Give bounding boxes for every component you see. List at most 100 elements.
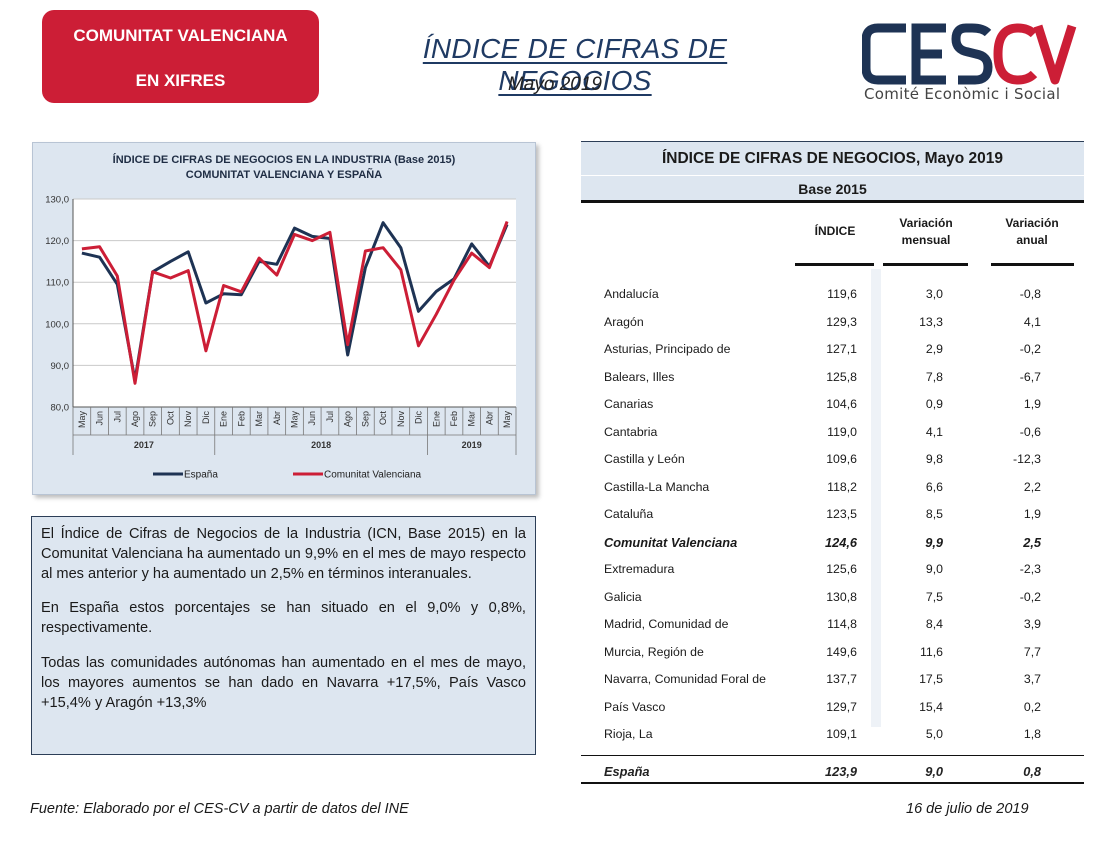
table-row: Asturias, Principado de 127,1 2,9 -0,2: [581, 335, 1084, 363]
table-row: Rioja, La 109,1 5,0 1,8: [581, 720, 1084, 748]
cell-mensual: 9,0: [881, 562, 943, 576]
summary-paragraph-1: El Índice de Cifras de Negocios de la In…: [41, 525, 526, 584]
cell-mensual: 5,0: [881, 727, 943, 741]
column-rule-indice: [795, 263, 874, 266]
table-row: Cataluña 123,5 8,5 1,9: [581, 500, 1084, 528]
cell-anual: -6,7: [981, 370, 1041, 384]
cell-indice: 109,6: [795, 452, 857, 466]
x-tick-label: Sep: [360, 411, 370, 427]
cell-mensual: 3,0: [881, 287, 943, 301]
cell-anual: -2,3: [981, 562, 1041, 576]
x-tick-label: Jul: [325, 411, 335, 423]
cell-indice: 119,6: [795, 287, 857, 301]
x-tick-label: Jun: [95, 411, 105, 426]
x-tick-label: May: [290, 411, 300, 429]
table-row: Navarra, Comunidad Foral de 137,7 17,5 3,7: [581, 665, 1084, 693]
cell-anual: -12,3: [981, 452, 1041, 466]
column-header-mensual: Variación mensual: [884, 215, 968, 249]
cell-indice: 104,6: [795, 397, 857, 411]
column-header-anual-line-2: anual: [991, 232, 1073, 249]
data-table: ÍNDICE DE CIFRAS DE NEGOCIOS, Mayo 2019 …: [581, 141, 1084, 784]
total-indice: 123,9: [795, 764, 857, 779]
column-header-indice: ÍNDICE: [795, 223, 875, 240]
x-tick-label: Oct: [165, 411, 175, 426]
cell-mensual: 9,8: [881, 452, 943, 466]
cell-anual: 3,7: [981, 672, 1041, 686]
cell-indice: 118,2: [795, 480, 857, 494]
region-name: Balears, Illes: [604, 370, 674, 384]
region-name: Extremadura: [604, 562, 674, 576]
region-name: Asturias, Principado de: [604, 342, 730, 356]
y-tick-label: 100,0: [45, 319, 69, 330]
cell-anual: 1,9: [981, 507, 1041, 521]
cell-anual: 7,7: [981, 645, 1041, 659]
cell-anual: 1,9: [981, 397, 1041, 411]
x-tick-label: Jul: [112, 411, 122, 423]
cell-indice: 149,6: [795, 645, 857, 659]
x-tick-label: Ene: [431, 411, 441, 427]
region-name: Navarra, Comunidad Foral de: [604, 672, 766, 686]
cell-indice: 124,6: [795, 535, 857, 550]
x-tick-label: Abr: [484, 411, 494, 425]
legend-label: Comunitat Valenciana: [324, 470, 422, 481]
summary-paragraph-2: En España estos porcentajes se han situa…: [41, 599, 526, 639]
region-name: Castilla y León: [604, 452, 685, 466]
cell-anual: 2,2: [981, 480, 1041, 494]
cell-mensual: 7,8: [881, 370, 943, 384]
cell-mensual: 9,9: [881, 535, 943, 550]
cell-anual: -0,2: [981, 590, 1041, 604]
x-tick-label: Feb: [236, 411, 246, 427]
table-row: Cantabria 119,0 4,1 -0,6: [581, 418, 1084, 446]
cell-anual: -0,6: [981, 425, 1041, 439]
y-tick-label: 80,0: [51, 403, 70, 414]
region-name: Andalucía: [604, 287, 659, 301]
x-tick-label: Nov: [396, 411, 406, 428]
total-anual: 0,8: [981, 764, 1041, 779]
table-body: Andalucía 119,6 3,0 -0,8 Aragón 129,3 13,3 4,1 A…: [581, 269, 1084, 748]
table-row: Canarias 104,6 0,9 1,9: [581, 390, 1084, 418]
year-label: 2019: [462, 440, 482, 450]
table-row: Galicia 130,8 7,5 -0,2: [581, 583, 1084, 611]
x-tick-label: May: [77, 411, 87, 429]
table-row: Aragón 129,3 13,3 4,1: [581, 308, 1084, 336]
cell-indice: 129,3: [795, 315, 857, 329]
cell-indice: 125,8: [795, 370, 857, 384]
table-column-headers: ÍNDICE Variación mensual Variación anual: [581, 203, 1084, 269]
region-name: Rioja, La: [604, 727, 653, 741]
region-name: Madrid, Comunidad de: [604, 617, 728, 631]
cell-indice: 127,1: [795, 342, 857, 356]
column-rule-mensual: [883, 263, 968, 266]
x-tick-label: Oct: [378, 411, 388, 426]
table-row: País Vasco 129,7 15,4 0,2: [581, 693, 1084, 721]
cell-anual: 0,2: [981, 700, 1041, 714]
x-tick-label: Sep: [148, 411, 158, 427]
table-row: Castilla-La Mancha 118,2 6,6 2,2: [581, 473, 1084, 501]
table-row: Castilla y León 109,6 9,8 -12,3: [581, 445, 1084, 473]
badge-line-1: COMUNITAT VALENCIANA: [42, 26, 319, 46]
x-tick-label: Abr: [272, 411, 282, 425]
region-name: Murcia, Región de: [604, 645, 704, 659]
page-subtitle: Mayo 2019: [455, 74, 655, 96]
cell-mensual: 8,4: [881, 617, 943, 631]
y-tick-label: 90,0: [51, 361, 70, 372]
region-name: Galicia: [604, 590, 642, 604]
chart-panel: ÍNDICE DE CIFRAS DE NEGOCIOS EN LA INDUS…: [32, 142, 536, 495]
cell-indice: 109,1: [795, 727, 857, 741]
cell-mensual: 11,6: [881, 645, 943, 659]
x-tick-label: Dic: [201, 411, 211, 424]
summary-text-box: El Índice de Cifras de Negocios de la In…: [31, 516, 536, 755]
y-tick-label: 120,0: [45, 236, 69, 247]
table-row: Extremadura 125,6 9,0 -2,3: [581, 555, 1084, 583]
footer-source: Fuente: Elaborado por el CES-CV a partir…: [30, 801, 409, 817]
x-tick-label: Jun: [307, 411, 317, 426]
total-name: España: [604, 764, 650, 779]
table-title: ÍNDICE DE CIFRAS DE NEGOCIOS, Mayo 2019: [581, 141, 1084, 175]
y-tick-label: 130,0: [45, 195, 69, 206]
column-rule-anual: [991, 263, 1074, 266]
region-name: Castilla-La Mancha: [604, 480, 709, 494]
table-total-row: España 123,9 9,0 0,8: [581, 755, 1084, 784]
region-name: Cantabria: [604, 425, 657, 439]
x-tick-label: Ene: [219, 411, 229, 427]
x-tick-label: May: [502, 411, 512, 429]
table-base: Base 2015: [581, 175, 1084, 203]
